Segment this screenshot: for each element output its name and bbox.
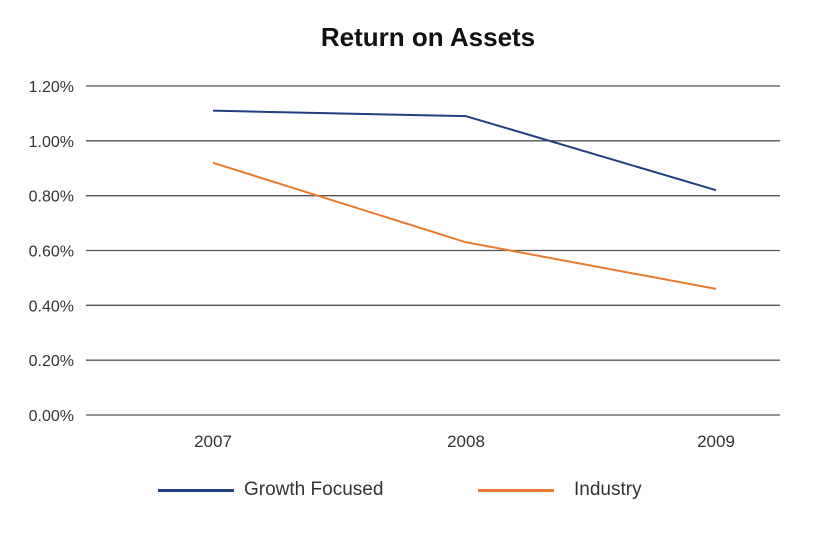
y-tick-label: 0.40% bbox=[29, 298, 74, 315]
gridlines bbox=[86, 85, 780, 416]
y-tick-label: 1.00% bbox=[29, 134, 74, 151]
y-tick-label: 1.20% bbox=[29, 79, 74, 96]
legend-swatch-industry bbox=[478, 488, 554, 492]
legend-label-industry: Industry bbox=[574, 479, 642, 500]
y-axis-ticks: 0.00% 0.20% 0.40% 0.60% 0.80% 1.00% 1.20% bbox=[29, 79, 74, 425]
series-line-growth-focused bbox=[212, 109, 717, 192]
legend-swatch-growth-focused bbox=[158, 488, 234, 492]
x-axis-ticks: 2007 2008 2009 bbox=[194, 432, 735, 451]
y-tick-label: 0.60% bbox=[29, 244, 74, 261]
x-tick-label: 2007 bbox=[194, 432, 232, 451]
y-tick-label: 0.20% bbox=[29, 353, 74, 370]
x-tick-label: 2008 bbox=[447, 432, 485, 451]
series-lines bbox=[212, 109, 717, 290]
y-tick-label: 0.80% bbox=[29, 189, 74, 206]
x-tick-label: 2009 bbox=[697, 432, 735, 451]
legend-item-industry: Industry bbox=[478, 477, 642, 503]
series-line-industry bbox=[212, 161, 717, 290]
chart-title: Return on Assets bbox=[320, 22, 536, 52]
legend-item-growth-focused: Growth Focused bbox=[158, 477, 383, 503]
y-tick-label: 0.00% bbox=[29, 408, 74, 425]
legend-label-growth-focused: Growth Focused bbox=[244, 479, 384, 500]
